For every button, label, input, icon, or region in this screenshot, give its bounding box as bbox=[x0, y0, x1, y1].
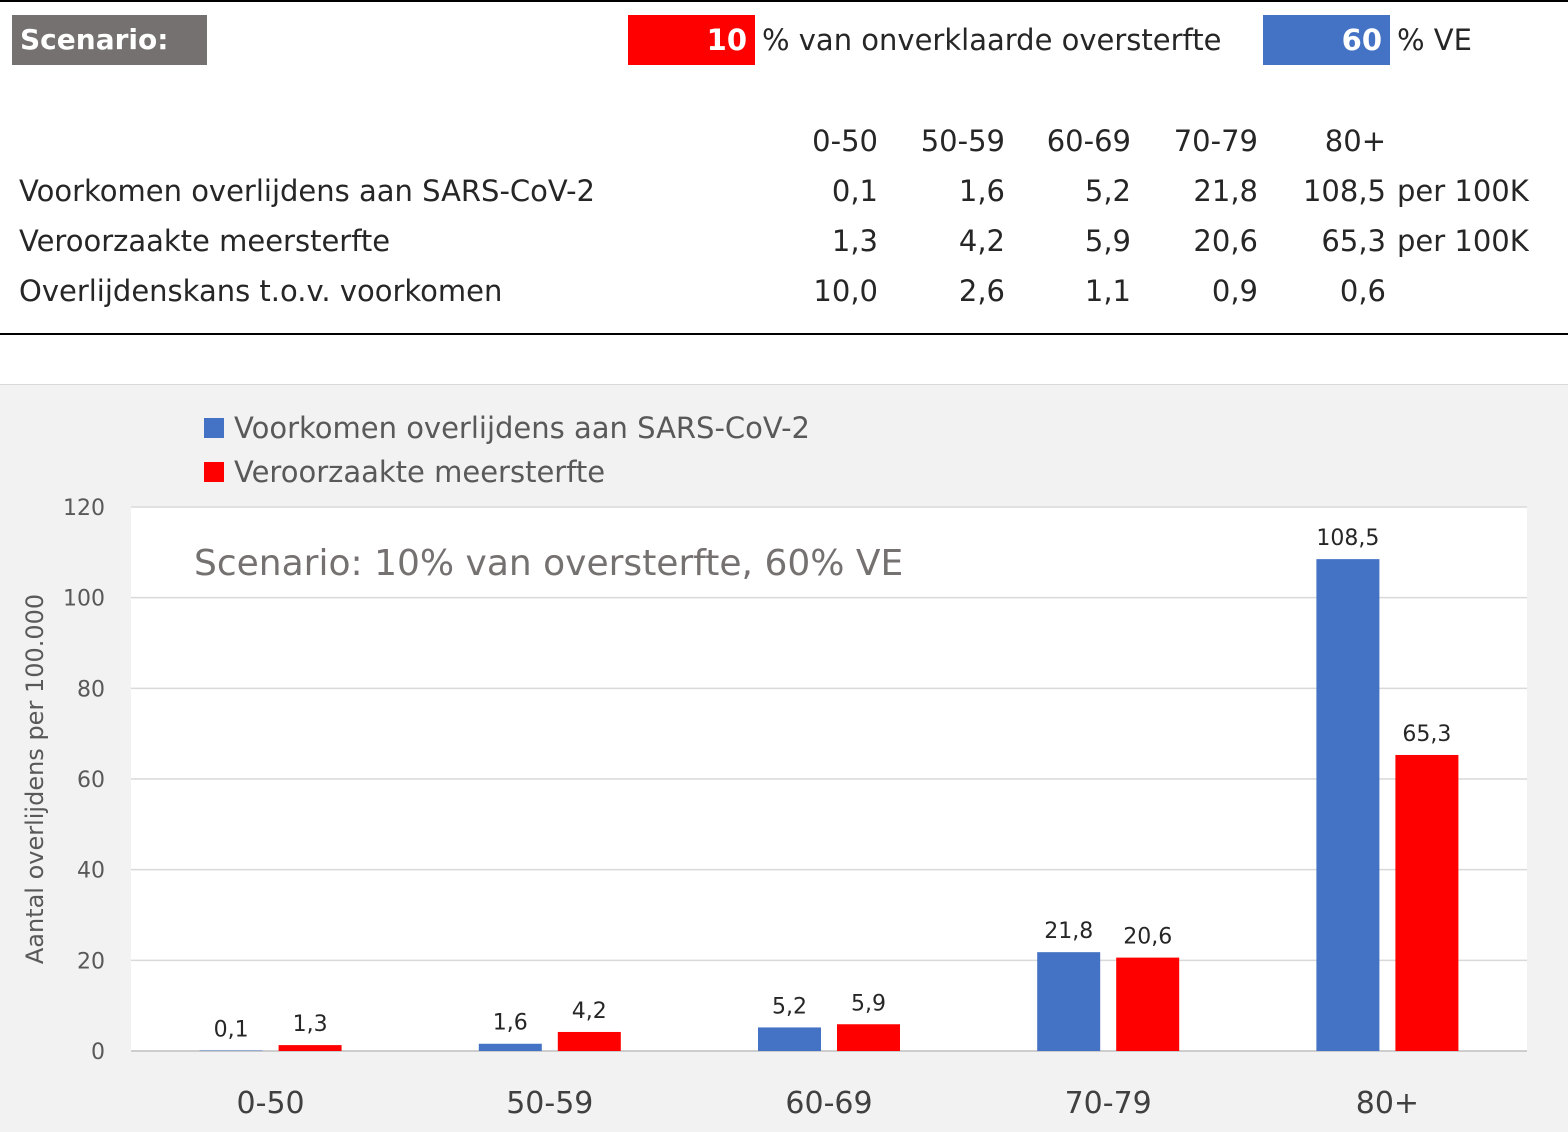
col-header: 60-69 bbox=[1046, 124, 1131, 158]
bar-red bbox=[557, 1031, 621, 1051]
excess-pct-text: % van onverklaarde oversterfte bbox=[762, 23, 1222, 57]
excess-pct-value[interactable]: 10 bbox=[628, 15, 755, 65]
table-cell: 10,0 bbox=[813, 274, 878, 308]
data-label: 21,8 bbox=[1044, 919, 1093, 944]
data-label: 1,3 bbox=[293, 1012, 328, 1037]
col-header: 70-79 bbox=[1173, 124, 1258, 158]
top-rule bbox=[0, 0, 1568, 2]
ve-value[interactable]: 60 bbox=[1263, 15, 1390, 65]
chart-panel: Voorkomen overlijdens aan SARS-CoV-2 Ver… bbox=[0, 384, 1568, 1132]
row-unit: per 100K bbox=[1397, 174, 1529, 208]
data-label: 0,1 bbox=[214, 1018, 249, 1043]
table-cell: 5,2 bbox=[1084, 174, 1131, 208]
y-axis-label: Aantal overlijdens per 100.000 bbox=[21, 594, 49, 964]
data-label: 1,6 bbox=[493, 1011, 528, 1036]
bar-blue bbox=[1037, 952, 1101, 1051]
x-tick-label: 80+ bbox=[1356, 1086, 1419, 1121]
ve-text: % VE bbox=[1397, 23, 1472, 57]
legend-item-red: Veroorzaakte meersterfte bbox=[204, 452, 605, 492]
legend-swatch-blue bbox=[204, 418, 224, 438]
row-label: Overlijdenskans t.o.v. voorkomen bbox=[19, 274, 503, 308]
bar-red bbox=[1395, 754, 1459, 1051]
legend-item-blue: Voorkomen overlijdens aan SARS-CoV-2 bbox=[204, 408, 810, 448]
x-tick-label: 50-59 bbox=[506, 1086, 593, 1121]
legend-label: Voorkomen overlijdens aan SARS-CoV-2 bbox=[234, 411, 810, 445]
table-cell: 1,6 bbox=[958, 174, 1005, 208]
table-cell: 2,6 bbox=[958, 274, 1005, 308]
col-header: 0-50 bbox=[812, 124, 878, 158]
table-cell: 108,5 bbox=[1302, 174, 1386, 208]
bar-red bbox=[278, 1045, 342, 1051]
y-tick-label: 120 bbox=[63, 496, 105, 521]
bottom-rule bbox=[0, 333, 1568, 335]
bar-red bbox=[1116, 957, 1180, 1051]
data-label: 108,5 bbox=[1316, 526, 1379, 551]
table-cell: 1,3 bbox=[831, 224, 878, 258]
data-label: 5,2 bbox=[772, 994, 807, 1019]
table-cell: 20,6 bbox=[1193, 224, 1258, 258]
row-label: Veroorzaakte meersterfte bbox=[19, 224, 391, 258]
col-header: 80+ bbox=[1324, 124, 1386, 158]
table-cell: 0,9 bbox=[1211, 274, 1258, 308]
table-cell: 21,8 bbox=[1193, 174, 1258, 208]
bar-blue bbox=[1316, 559, 1380, 1051]
y-tick-label: 40 bbox=[77, 859, 105, 884]
legend-swatch-red bbox=[204, 462, 224, 482]
scenario-badge: Scenario: bbox=[12, 15, 207, 65]
table-cell: 65,3 bbox=[1321, 224, 1386, 258]
bar-blue bbox=[758, 1027, 821, 1051]
x-tick-label: 60-69 bbox=[785, 1086, 872, 1121]
row-label: Voorkomen overlijdens aan SARS-CoV-2 bbox=[19, 174, 595, 208]
data-label: 20,6 bbox=[1123, 925, 1172, 950]
bar-red bbox=[837, 1024, 900, 1051]
x-tick-label: 0-50 bbox=[237, 1086, 305, 1121]
table-cell: 1,1 bbox=[1084, 274, 1131, 308]
data-label: 5,9 bbox=[851, 991, 886, 1016]
y-tick-label: 80 bbox=[77, 677, 105, 702]
bar-blue bbox=[199, 1050, 263, 1052]
data-label: 65,3 bbox=[1402, 722, 1451, 747]
y-tick-label: 60 bbox=[77, 768, 105, 793]
chart-title: Scenario: 10% van oversterfte, 60% VE bbox=[194, 543, 903, 584]
legend-label: Veroorzaakte meersterfte bbox=[234, 455, 606, 489]
y-tick-label: 0 bbox=[91, 1040, 105, 1065]
table-cell: 0,6 bbox=[1339, 274, 1386, 308]
data-label: 4,2 bbox=[572, 999, 607, 1024]
col-header: 50-59 bbox=[920, 124, 1005, 158]
x-tick-label: 70-79 bbox=[1065, 1086, 1152, 1121]
y-tick-label: 100 bbox=[63, 587, 105, 612]
table-cell: 5,9 bbox=[1084, 224, 1131, 258]
bar-chart: 0 20 40 60 80 100 120 0,1 1,3 0-50 1,6 4,2 50-59 5,2 5… bbox=[21, 496, 1527, 1121]
row-unit: per 100K bbox=[1397, 224, 1529, 258]
table-cell: 0,1 bbox=[831, 174, 878, 208]
y-tick-label: 20 bbox=[77, 949, 105, 974]
bar-blue bbox=[478, 1043, 542, 1051]
table-cell: 4,2 bbox=[958, 224, 1005, 258]
